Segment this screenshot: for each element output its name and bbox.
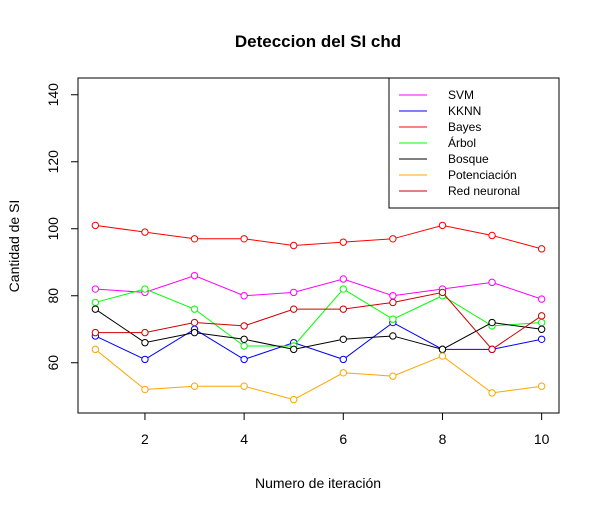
- series-5: [91, 345, 546, 404]
- legend-label: SVM: [448, 88, 474, 102]
- legend-label: KKNN: [448, 104, 481, 118]
- data-point: [290, 345, 298, 354]
- chart-title: Deteccion del SI chd: [235, 32, 401, 51]
- series-line: [95, 321, 542, 360]
- data-point: [91, 328, 100, 337]
- series-4: [91, 305, 546, 354]
- data-point: [240, 342, 248, 350]
- data-point: [488, 345, 496, 354]
- data-point: [537, 335, 546, 343]
- data-point: [91, 305, 100, 313]
- x-tick-label: 4: [240, 431, 248, 447]
- data-point: [141, 338, 149, 347]
- data-point: [141, 285, 149, 293]
- plot-area: [77, 77, 560, 414]
- y-tick-label: 100: [45, 217, 61, 241]
- data-point: [190, 382, 199, 390]
- data-point: [290, 241, 298, 250]
- data-point: [488, 389, 496, 397]
- data-point: [190, 318, 199, 327]
- y-tick-label: 120: [45, 150, 61, 174]
- data-point: [240, 382, 248, 390]
- data-point: [240, 335, 248, 343]
- data-point: [488, 278, 496, 287]
- data-point: [240, 355, 248, 364]
- data-point: [290, 305, 298, 313]
- data-point: [240, 322, 248, 330]
- data-point: [240, 235, 248, 243]
- y-axis: 60 80 100 120 140: [45, 83, 78, 371]
- series-line: [95, 291, 542, 351]
- legend-label: Red neuronal: [448, 184, 520, 198]
- data-point: [91, 221, 100, 230]
- data-point: [141, 228, 149, 236]
- data-point: [190, 305, 199, 313]
- data-point: [141, 385, 149, 394]
- data-point: [537, 318, 546, 327]
- series-0: [91, 271, 546, 303]
- series-line: [95, 224, 542, 250]
- legend-label: Bosque: [448, 152, 489, 166]
- y-tick-label: 140: [45, 83, 61, 107]
- data-point: [190, 271, 199, 280]
- data-point: [389, 332, 397, 340]
- series-line: [95, 348, 542, 401]
- data-point: [339, 238, 347, 246]
- data-point: [190, 235, 199, 243]
- data-point: [91, 298, 100, 307]
- data-point: [91, 285, 100, 293]
- data-point: [488, 318, 496, 327]
- data-point: [438, 221, 447, 230]
- data-point: [488, 231, 496, 240]
- data-point: [389, 235, 397, 243]
- data-point: [438, 345, 447, 354]
- series-line: [95, 288, 542, 347]
- data-point: [290, 395, 298, 404]
- legend-label: Árbol: [448, 135, 476, 150]
- legend-label: Bayes: [448, 120, 481, 134]
- series-1: [91, 318, 546, 364]
- x-tick-label: 10: [534, 431, 550, 447]
- data-point: [91, 345, 100, 354]
- series-2: [91, 221, 546, 253]
- data-point: [290, 288, 298, 297]
- data-point: [339, 275, 347, 283]
- x-axis-label: Numero de iteración: [255, 475, 381, 491]
- data-point: [141, 328, 149, 337]
- data-point: [389, 292, 397, 300]
- data-point: [438, 288, 447, 297]
- data-point: [339, 335, 347, 343]
- data-point: [537, 245, 546, 253]
- x-tick-label: 8: [439, 431, 447, 447]
- data-point: [438, 352, 447, 360]
- data-point: [339, 355, 347, 364]
- series-6: [91, 288, 546, 354]
- y-tick-label: 60: [45, 355, 61, 371]
- data-point: [240, 292, 248, 300]
- data-point: [389, 315, 397, 323]
- series-layer: [91, 221, 546, 404]
- x-tick-label: 6: [339, 431, 347, 447]
- data-point: [339, 305, 347, 313]
- legend-label: Potenciación: [448, 168, 517, 182]
- series-line: [95, 275, 542, 300]
- data-point: [537, 295, 546, 303]
- data-point: [389, 298, 397, 307]
- y-axis-label: Cantidad de SI: [6, 200, 22, 293]
- y-tick-label: 80: [45, 288, 61, 304]
- data-point: [537, 312, 546, 320]
- series-line: [95, 308, 542, 350]
- x-axis: 2 4 6 8 10: [141, 413, 550, 447]
- data-point: [339, 285, 347, 293]
- data-point: [190, 328, 199, 337]
- data-point: [141, 355, 149, 364]
- data-point: [537, 382, 546, 390]
- data-point: [389, 372, 397, 380]
- data-point: [339, 369, 347, 377]
- x-tick-label: 2: [141, 431, 149, 447]
- data-point: [537, 325, 546, 333]
